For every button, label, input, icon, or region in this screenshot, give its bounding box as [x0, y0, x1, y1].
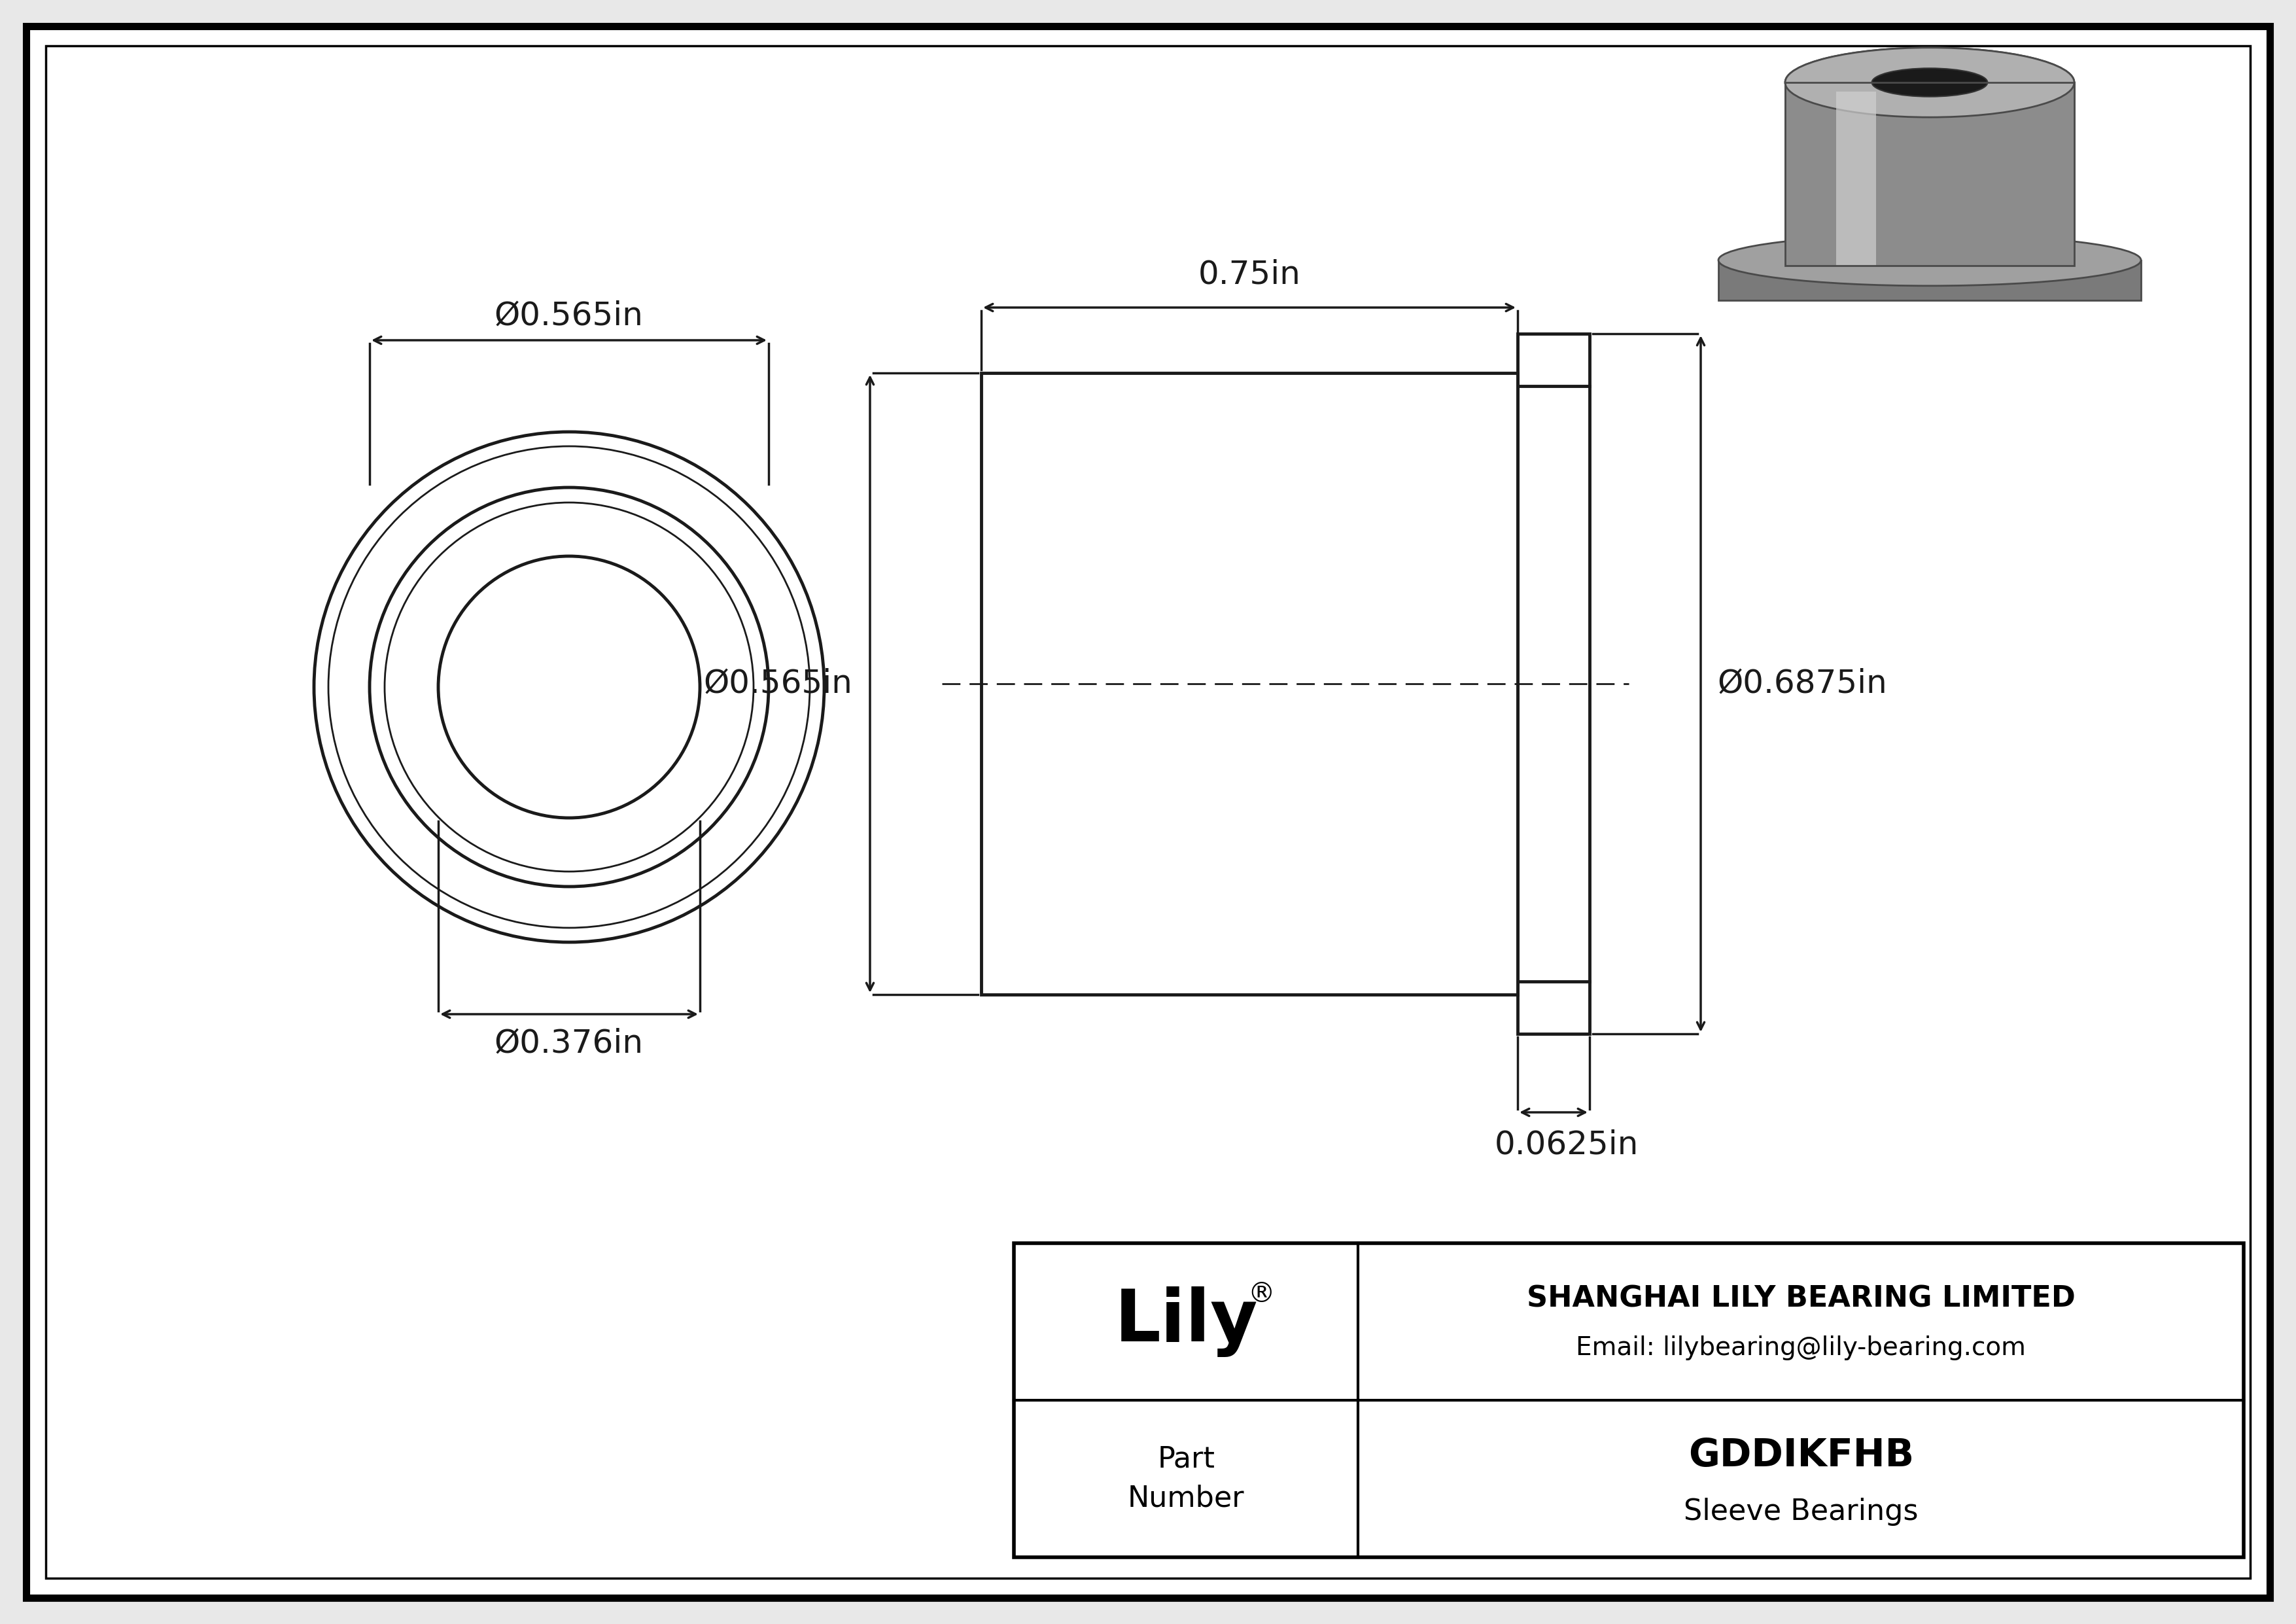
- Ellipse shape: [1784, 47, 2073, 117]
- Text: ®: ®: [1247, 1280, 1274, 1307]
- Ellipse shape: [1784, 47, 2073, 117]
- Text: 0.0625in: 0.0625in: [1495, 1129, 1639, 1161]
- Text: 0.75in: 0.75in: [1199, 260, 1302, 291]
- Bar: [1784, 83, 2073, 266]
- Ellipse shape: [1871, 68, 1988, 97]
- Bar: [980, 374, 1518, 994]
- Text: GDDIKFHB: GDDIKFHB: [1688, 1437, 1915, 1475]
- Ellipse shape: [1717, 234, 2140, 286]
- Text: Lily: Lily: [1114, 1286, 1258, 1358]
- Text: Ø0.376in: Ø0.376in: [494, 1028, 643, 1059]
- Text: Ø0.565in: Ø0.565in: [494, 300, 643, 331]
- Bar: [1518, 333, 1589, 1034]
- Text: SHANGHAI LILY BEARING LIMITED: SHANGHAI LILY BEARING LIMITED: [1527, 1285, 2076, 1312]
- Bar: [1717, 260, 2140, 300]
- Text: Part
Number: Part Number: [1127, 1445, 1244, 1512]
- Text: Sleeve Bearings: Sleeve Bearings: [1683, 1497, 1917, 1525]
- Ellipse shape: [1871, 68, 1988, 97]
- Text: Email: lilybearing@lily-bearing.com: Email: lilybearing@lily-bearing.com: [1575, 1335, 2025, 1361]
- Bar: [1015, 1244, 2243, 1557]
- Text: Ø0.565in: Ø0.565in: [705, 667, 852, 700]
- Bar: [1837, 91, 1876, 266]
- Text: Ø0.6875in: Ø0.6875in: [1717, 667, 1887, 700]
- Bar: [1784, 83, 2073, 266]
- Bar: [1998, 83, 2073, 284]
- Bar: [1784, 83, 2073, 284]
